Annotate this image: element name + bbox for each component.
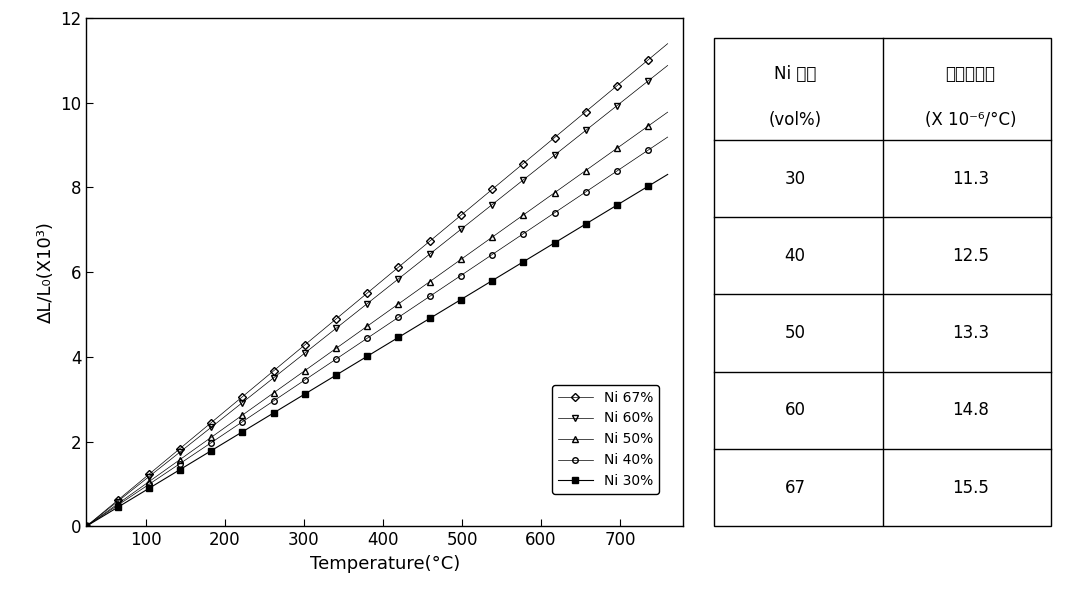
Ni 40% xyxy=(482,254,495,261)
Ni 50% xyxy=(80,523,93,530)
Ni 67% xyxy=(661,40,674,47)
Ni 60% xyxy=(661,62,674,69)
Text: 30: 30 xyxy=(784,170,806,188)
Ni 60% xyxy=(384,282,397,289)
Text: 60: 60 xyxy=(784,401,806,419)
Text: 12.5: 12.5 xyxy=(953,247,989,265)
Ni 67% xyxy=(80,523,93,530)
Ni 67% xyxy=(310,331,323,338)
Text: (vol%): (vol%) xyxy=(769,111,822,129)
Text: 50: 50 xyxy=(784,324,806,342)
Text: 15.5: 15.5 xyxy=(953,478,989,496)
Text: 40: 40 xyxy=(784,247,806,265)
Line: Ni 40%: Ni 40% xyxy=(83,135,671,529)
Ni 50% xyxy=(271,386,284,393)
Line: Ni 50%: Ni 50% xyxy=(83,109,671,529)
Ni 67% xyxy=(407,251,420,258)
Ni 67% xyxy=(384,270,397,277)
Line: Ni 60%: Ni 60% xyxy=(83,63,671,529)
Ni 40% xyxy=(384,319,397,326)
Ni 40% xyxy=(80,523,93,530)
X-axis label: Temperature(°C): Temperature(°C) xyxy=(310,555,460,573)
Text: 13.3: 13.3 xyxy=(953,324,989,342)
Text: Ni 함량: Ni 함량 xyxy=(773,65,816,83)
Ni 50% xyxy=(559,181,572,188)
Ni 67% xyxy=(482,189,495,196)
Ni 60% xyxy=(559,142,572,150)
Ni 40% xyxy=(271,395,284,402)
Line: Ni 30%: Ni 30% xyxy=(83,172,671,529)
Ni 30% xyxy=(271,407,284,414)
Ni 50% xyxy=(661,109,674,116)
Ni 40% xyxy=(310,368,323,376)
Ni 50% xyxy=(407,289,420,297)
Ni 30% xyxy=(310,383,323,390)
Text: 14.8: 14.8 xyxy=(953,401,989,419)
Ni 60% xyxy=(482,204,495,211)
Text: (X 10⁻⁶/°C): (X 10⁻⁶/°C) xyxy=(924,111,1016,129)
Text: 67: 67 xyxy=(784,478,806,496)
Ni 40% xyxy=(661,133,674,141)
Ni 40% xyxy=(407,303,420,310)
Ni 67% xyxy=(271,364,284,371)
Ni 30% xyxy=(661,171,674,178)
Ni 30% xyxy=(384,338,397,346)
Ni 40% xyxy=(559,202,572,209)
Ni 50% xyxy=(310,359,323,366)
Ni 30% xyxy=(482,279,495,286)
Text: 11.3: 11.3 xyxy=(953,170,989,188)
Ni 60% xyxy=(271,371,284,379)
Ni 50% xyxy=(384,306,397,313)
Ni 60% xyxy=(310,340,323,347)
Y-axis label: ΔL/L₀(X10³): ΔL/L₀(X10³) xyxy=(37,221,55,323)
Ni 30% xyxy=(80,523,93,530)
Ni 67% xyxy=(559,124,572,132)
Legend: Ni 67%, Ni 60%, Ni 50%, Ni 40%, Ni 30%: Ni 67%, Ni 60%, Ni 50%, Ni 40%, Ni 30% xyxy=(552,385,659,494)
Text: 열팩창계수: 열팩창계수 xyxy=(946,65,996,83)
Ni 30% xyxy=(407,324,420,331)
Ni 60% xyxy=(80,523,93,530)
Ni 60% xyxy=(407,263,420,270)
Line: Ni 67%: Ni 67% xyxy=(83,41,671,529)
Ni 50% xyxy=(482,236,495,243)
Ni 30% xyxy=(559,232,572,239)
